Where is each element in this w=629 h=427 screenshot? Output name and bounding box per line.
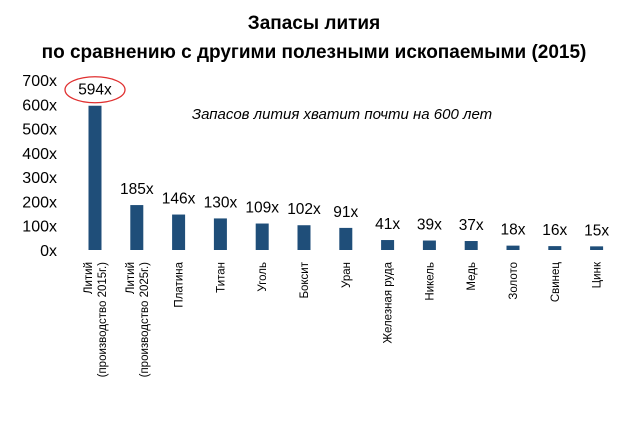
x-tick-label: Литий (производство 2025г.) xyxy=(125,262,151,378)
bar xyxy=(381,240,395,250)
y-tick-label: 0x xyxy=(40,243,57,260)
x-tick-label: Золото xyxy=(508,262,520,300)
bar xyxy=(464,241,478,250)
data-label: 41x xyxy=(375,216,400,233)
x-axis: Литий (производство 2015г.) Литий (производ… xyxy=(83,261,604,377)
x-tick-label: Железная руда xyxy=(383,261,395,343)
x-tick-label: Цинк xyxy=(592,261,604,288)
y-tick-label: 600x xyxy=(22,97,57,114)
x-tick-label: Медь xyxy=(466,262,478,291)
x-tick-label: Литий (производство 2015г.) xyxy=(83,262,109,378)
x-tick-label: Уголь xyxy=(257,262,269,292)
y-tick-label: 300x xyxy=(22,170,57,187)
x-tick-label: Боксит xyxy=(299,261,311,298)
data-label: 146x xyxy=(162,191,196,208)
x-tick-label: Платина xyxy=(174,261,186,307)
bar xyxy=(297,225,311,250)
bars xyxy=(88,105,604,250)
data-label: 102x xyxy=(287,201,321,218)
bar xyxy=(213,218,227,250)
data-label: 39x xyxy=(417,217,442,234)
bar xyxy=(548,246,562,250)
y-tick-label: 400x xyxy=(22,146,57,163)
chart-annotation: Запасов лития хватит почти на 600 лет xyxy=(192,106,492,123)
y-tick-label: 500x xyxy=(22,122,57,139)
data-label: 37x xyxy=(459,217,484,234)
bar xyxy=(88,105,102,250)
bar xyxy=(339,227,353,250)
chart-subtitle: по сравнению с другими полезными ископае… xyxy=(42,42,587,63)
x-tick-label: Никель xyxy=(424,262,436,301)
data-label: 15x xyxy=(584,222,609,239)
bar xyxy=(255,223,269,250)
bar xyxy=(506,245,520,250)
bar xyxy=(422,240,436,250)
data-label: 18x xyxy=(501,222,526,239)
y-tick-label: 100x xyxy=(22,219,57,236)
x-tick-label: Уран xyxy=(341,262,353,288)
data-label: 594x xyxy=(78,82,112,99)
y-tick-label: 700x xyxy=(22,73,57,90)
data-label: 16x xyxy=(542,222,567,239)
x-tick-label: Свинец xyxy=(550,262,562,303)
chart-title: Запасы лития xyxy=(248,13,380,34)
data-label: 91x xyxy=(333,204,358,221)
data-labels: 594x 185x 146x 130x 109x 102x 91x 41x 39x 37x 18x 1… xyxy=(64,76,609,239)
y-axis: 0x 100x 200x 300x 400x 500x 600x 700x xyxy=(22,73,57,260)
bar xyxy=(172,214,186,250)
y-tick-label: 200x xyxy=(22,194,57,211)
data-label: 109x xyxy=(245,200,279,217)
data-label: 185x xyxy=(120,181,154,198)
bar xyxy=(130,205,144,250)
highlight-ring xyxy=(64,76,126,104)
data-label: 130x xyxy=(204,194,238,211)
bar xyxy=(590,246,604,250)
x-tick-label: Титан xyxy=(215,262,227,293)
